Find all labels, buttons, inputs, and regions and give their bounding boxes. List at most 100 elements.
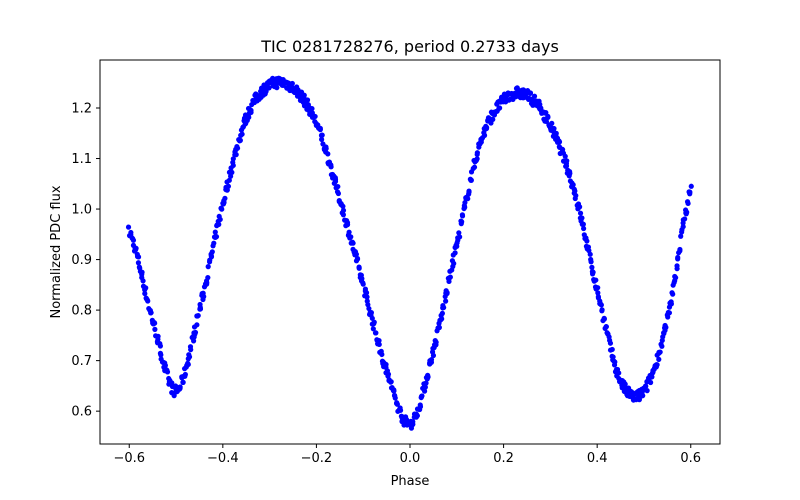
data-point (140, 278, 146, 284)
data-point (584, 238, 590, 244)
data-point (209, 249, 215, 255)
data-point (135, 254, 142, 260)
data-point (195, 312, 201, 319)
data-point (388, 379, 394, 385)
data-point (670, 291, 676, 297)
data-point (182, 371, 188, 378)
data-point (192, 329, 199, 336)
data-point (208, 254, 215, 260)
data-point (644, 388, 650, 394)
data-point (151, 320, 157, 326)
data-point (663, 324, 669, 330)
data-point (191, 338, 197, 344)
data-point (443, 298, 449, 304)
data-point (323, 144, 329, 150)
data-point (531, 93, 538, 99)
data-point (599, 307, 605, 313)
data-point (446, 278, 452, 285)
data-point (376, 337, 382, 344)
data-point (654, 362, 660, 368)
data-point (157, 350, 164, 356)
data-point (423, 380, 429, 386)
y-tick-label: 0.9 (71, 253, 92, 268)
data-point (677, 246, 683, 253)
data-point (643, 383, 649, 389)
data-point (616, 370, 622, 376)
data-point (364, 294, 370, 300)
data-point (436, 324, 442, 331)
data-point (474, 150, 480, 156)
data-point (456, 230, 462, 236)
data-point (675, 254, 681, 261)
data-point (441, 304, 447, 311)
data-point (211, 240, 217, 246)
data-point (274, 85, 280, 91)
data-point (682, 216, 688, 222)
data-point (263, 88, 269, 95)
data-point (581, 225, 587, 232)
data-point (451, 260, 457, 267)
data-point (360, 280, 366, 286)
data-point (410, 419, 416, 425)
data-point (340, 207, 347, 214)
data-point (225, 183, 232, 189)
data-point (379, 351, 385, 358)
data-point (414, 413, 420, 419)
data-point (527, 90, 533, 97)
data-point (465, 196, 471, 202)
data-point (216, 221, 222, 228)
data-point (649, 374, 655, 380)
data-point (383, 361, 389, 368)
data-point (659, 337, 665, 344)
data-point (353, 251, 359, 257)
data-point (301, 92, 307, 98)
data-point (155, 333, 161, 339)
data-point (197, 306, 204, 312)
data-point (606, 334, 612, 340)
data-point (369, 315, 375, 321)
x-axis-label: Phase (391, 474, 430, 489)
data-point (573, 192, 579, 199)
data-point (598, 302, 604, 308)
data-point (595, 290, 601, 296)
data-point (601, 315, 607, 321)
data-point (659, 343, 665, 349)
data-point (246, 114, 252, 120)
x-tick-label: 0.6 (680, 451, 701, 466)
data-point (439, 316, 445, 322)
data-point (372, 330, 379, 336)
data-point (304, 97, 311, 103)
data-point (213, 234, 220, 240)
y-tick-label: 0.7 (71, 354, 92, 369)
data-point (332, 176, 339, 183)
data-point (684, 209, 690, 215)
data-point (648, 379, 654, 386)
data-point (678, 233, 684, 239)
data-point (185, 361, 191, 368)
data-point (566, 169, 573, 175)
data-point (248, 109, 254, 115)
x-tick-label: 0.2 (493, 451, 514, 466)
data-point (228, 173, 234, 179)
data-point (319, 132, 325, 138)
data-point (234, 145, 241, 151)
data-point (607, 340, 614, 346)
data-point (439, 310, 445, 316)
data-point (680, 224, 686, 230)
data-point (538, 105, 544, 111)
data-point (609, 346, 615, 353)
data-point (319, 136, 325, 143)
data-point (466, 188, 472, 194)
data-point (433, 342, 439, 348)
data-point (673, 275, 679, 281)
data-point (233, 152, 239, 158)
data-point (229, 169, 235, 175)
data-point (640, 393, 646, 399)
data-points (125, 75, 694, 431)
data-point (230, 162, 236, 169)
x-axis: −0.6 −0.4 −0.2 0.0 0.2 0.4 0.6 (113, 444, 701, 466)
data-point (587, 251, 593, 257)
data-point (391, 388, 397, 394)
data-point (148, 310, 154, 316)
y-tick-label: 0.6 (71, 405, 92, 420)
